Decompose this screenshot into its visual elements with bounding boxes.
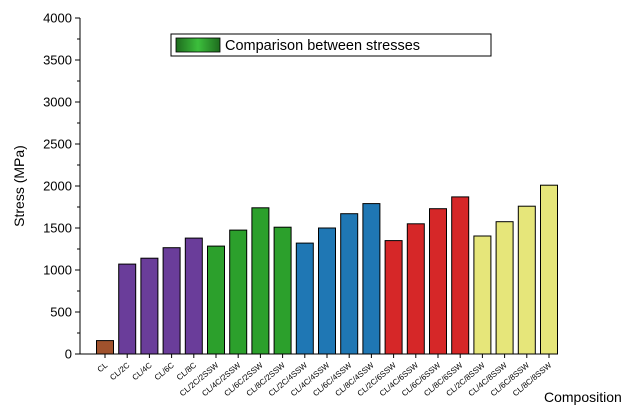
y-tick-label: 2000 — [43, 179, 72, 194]
bar — [340, 213, 359, 355]
category-labels: CL CL/2C CL/4C CL/6C CL/8CCL/2C/2SSWCL/4C/2S… — [96, 360, 554, 398]
bar — [140, 257, 159, 355]
bar — [540, 184, 558, 355]
x-axis — [80, 353, 550, 358]
bar — [451, 196, 470, 355]
y-axis: 0 500 1000 1500 2000 2500 3000 3500 4000 — [43, 11, 81, 362]
bar — [273, 226, 292, 355]
x-axis-title: Composition — [544, 389, 622, 405]
y-tick-label: 2500 — [43, 137, 72, 152]
legend-label: Comparison between stresses — [225, 38, 420, 54]
bar — [406, 223, 425, 355]
legend-box — [170, 33, 492, 57]
bar — [318, 227, 336, 355]
bar — [362, 203, 381, 355]
x-tick-label: CL/4C — [131, 361, 154, 383]
bar — [118, 263, 137, 355]
bar — [429, 208, 447, 355]
bar — [517, 205, 536, 355]
bar — [184, 237, 203, 355]
legend: Comparison between stresses — [170, 33, 492, 57]
bar — [495, 221, 514, 355]
y-tick-label: 500 — [50, 305, 72, 320]
y-tick-label: 1000 — [43, 263, 72, 278]
y-tick-label: 4000 — [43, 11, 72, 26]
bar — [384, 240, 403, 355]
bar — [207, 245, 225, 355]
bar — [295, 242, 314, 355]
bar — [229, 229, 248, 355]
legend-swatch — [175, 37, 221, 53]
x-tick-label: CL/6C — [153, 361, 176, 383]
bar — [162, 247, 181, 355]
y-axis-title: Stress (MPa) — [11, 145, 27, 227]
y-tick-label: 1500 — [43, 221, 72, 236]
bar — [251, 207, 270, 355]
bar — [473, 235, 492, 355]
bars — [96, 184, 558, 355]
x-tick-label: CL/2C — [108, 361, 131, 383]
x-tick-label: CL — [96, 360, 110, 374]
y-tick-label: 0 — [65, 347, 72, 362]
y-tick-label: 3000 — [43, 95, 72, 110]
y-tick-label: 3500 — [43, 53, 72, 68]
bar — [96, 340, 114, 355]
